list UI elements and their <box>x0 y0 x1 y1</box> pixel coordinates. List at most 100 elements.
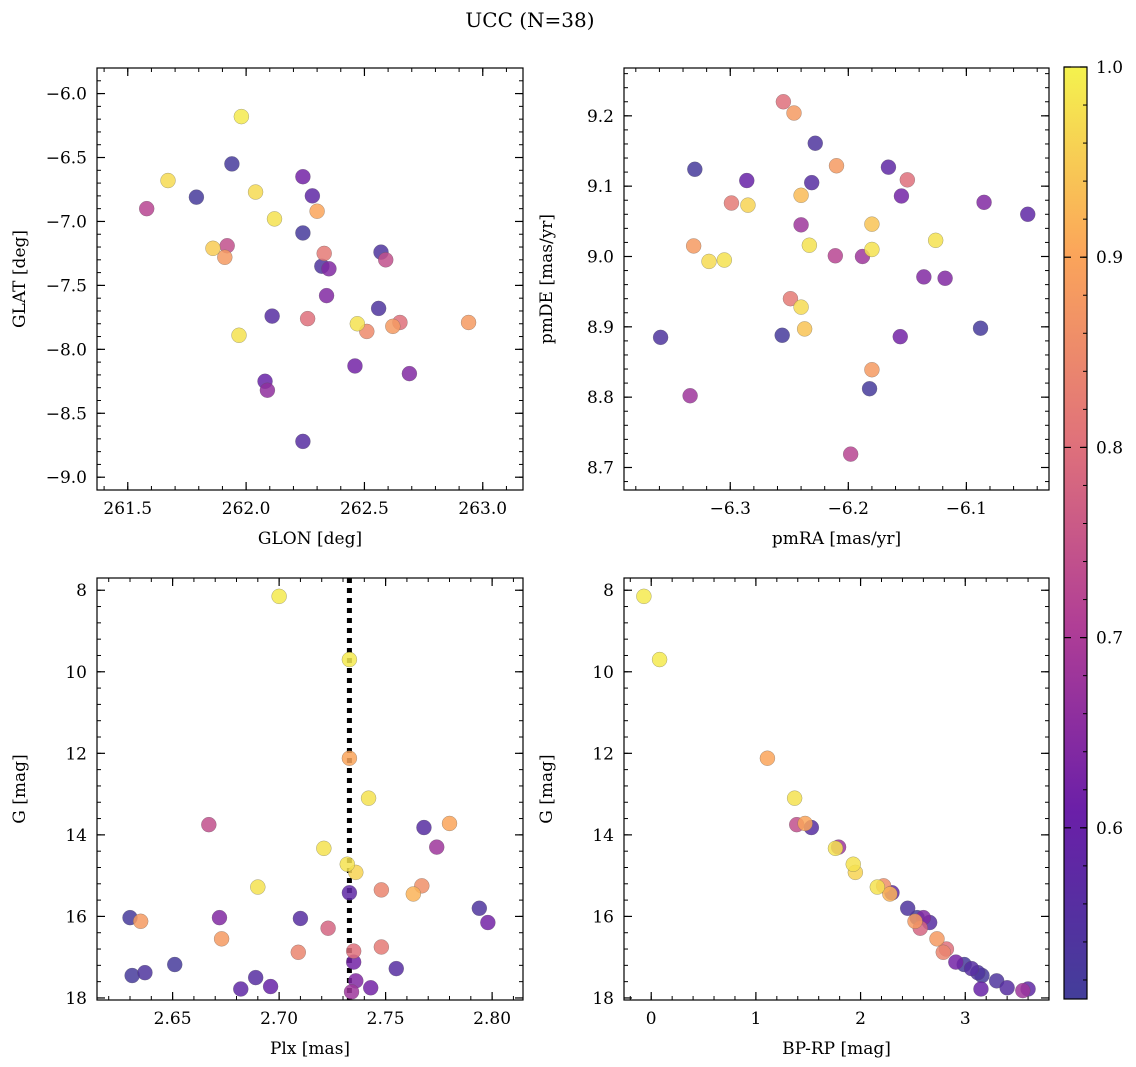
scatter-point <box>341 750 358 766</box>
scatter-point <box>188 189 205 205</box>
panel-plx-g: 2.65 2.70 2.75 2.80 8 10 12 14 16 18 Plx [mas] G [m… <box>10 577 524 1059</box>
y-tick-label: −8.0 <box>46 340 87 360</box>
scatter-point <box>797 815 813 832</box>
scatter-point <box>320 920 336 936</box>
x-tick-label: 2.70 <box>260 1009 298 1029</box>
figure-title: UCC (N=38) <box>465 8 594 32</box>
scatter-point <box>441 815 458 832</box>
x-tick-label: −6.1 <box>946 499 987 519</box>
scatter-point <box>796 321 813 337</box>
x-tick-label: 261.5 <box>103 499 152 519</box>
y-tick-label: 16 <box>592 907 614 927</box>
scatter-point <box>740 197 756 213</box>
scatter-point <box>759 750 776 766</box>
scatter-point <box>343 984 360 1000</box>
scatter-point <box>373 882 390 898</box>
scatter-point <box>999 980 1015 996</box>
scatter-point <box>304 188 321 204</box>
scatter-point <box>231 327 247 344</box>
x-axis-label: BP-RP [mag] <box>782 1039 891 1059</box>
y-tick-label: 8.7 <box>587 458 614 478</box>
x-tick-label: 3 <box>960 1009 971 1029</box>
y-tick-label: 12 <box>65 744 87 764</box>
y-tick-label: −6.0 <box>46 85 87 105</box>
scatter-point <box>864 361 880 378</box>
scatter-point <box>373 939 390 955</box>
scatter-point <box>685 238 702 254</box>
colorbar-gradient <box>1063 66 1088 1000</box>
x-axis-label: Plx [mas] <box>270 1039 350 1059</box>
plot-frame <box>623 67 1050 491</box>
scatter-point <box>211 909 228 926</box>
scatter-point <box>360 790 377 806</box>
colorbar-tick-label: 0.9 <box>1096 248 1123 268</box>
scatter-point <box>972 320 989 336</box>
x-tick-label: 2.75 <box>367 1009 405 1029</box>
scatter-point <box>132 913 149 930</box>
scatter-point <box>428 839 445 855</box>
scatter-point <box>916 269 932 285</box>
scatter-point <box>976 194 992 211</box>
y-tick-label: −7.5 <box>46 276 87 296</box>
x-tick-label: 262.0 <box>222 499 271 519</box>
scatter-point <box>827 248 844 264</box>
scatter-point <box>723 195 740 211</box>
y-tick-label: 18 <box>65 989 87 1009</box>
scatter-point <box>262 978 279 995</box>
scatter-point <box>803 174 820 191</box>
scatter-point <box>345 943 362 959</box>
scatter-point <box>1020 206 1036 223</box>
scatter-point <box>948 954 964 970</box>
plot-frame <box>96 67 524 491</box>
scatter-point <box>201 816 217 833</box>
scatter-point <box>937 270 953 287</box>
scatter-point <box>124 967 140 984</box>
y-tick-label: −7.0 <box>46 212 87 232</box>
y-tick-label: 10 <box>65 663 87 683</box>
y-axis-label: G [mag] <box>10 754 30 823</box>
x-tick-label: 2 <box>855 1009 866 1029</box>
scatter-point <box>739 172 755 189</box>
x-tick-label: 263.0 <box>458 499 507 519</box>
scatter-point <box>385 318 401 335</box>
x-tick-label: 0 <box>646 1009 657 1029</box>
y-tick-label: −6.5 <box>46 149 87 169</box>
scatter-point <box>880 159 897 175</box>
scatter-point <box>480 914 496 931</box>
scatter-point <box>247 184 264 200</box>
scatter-point <box>801 237 818 253</box>
scatter-point <box>786 790 803 806</box>
scatter-point <box>349 316 366 332</box>
scatter-point <box>388 960 405 977</box>
scatter-point <box>774 327 790 344</box>
x-tick-label: 1 <box>750 1009 761 1029</box>
scatter-point <box>935 944 952 961</box>
scatter-point <box>687 161 703 178</box>
scatter-point <box>341 651 358 668</box>
scatter-point <box>782 290 799 307</box>
scatter-point <box>259 382 276 399</box>
scatter-point <box>405 886 422 902</box>
y-tick-label: 9.2 <box>587 107 614 127</box>
panel-pmra-pmde: −6.3 −6.2 −6.1 9.2 9.1 9.0 8.9 8.8 8.7 pmRA [mas/… <box>537 67 1050 549</box>
scatter-point <box>316 840 332 857</box>
scatter-point <box>205 240 221 257</box>
scatter-point <box>827 840 844 857</box>
scatter-point <box>318 287 335 304</box>
x-tick-label: 2.80 <box>473 1009 511 1029</box>
colorbar-tick-label: 0.8 <box>1096 438 1123 458</box>
y-tick-label: 16 <box>65 907 87 927</box>
scatter-point <box>793 187 809 204</box>
scatter-point <box>893 188 910 204</box>
scatter-point <box>362 980 379 996</box>
scatter-point <box>927 232 944 249</box>
scatter-point <box>636 588 652 605</box>
scatter-point <box>807 135 823 152</box>
scatter-point <box>899 172 916 188</box>
colorbar: 0.6 0.7 0.8 0.9 1.0 <box>1063 58 1123 1000</box>
scatter-point <box>233 108 250 125</box>
scatter-point <box>233 981 249 997</box>
scatter-point <box>295 433 311 450</box>
colorbar-tick-label: 1.0 <box>1096 58 1123 78</box>
